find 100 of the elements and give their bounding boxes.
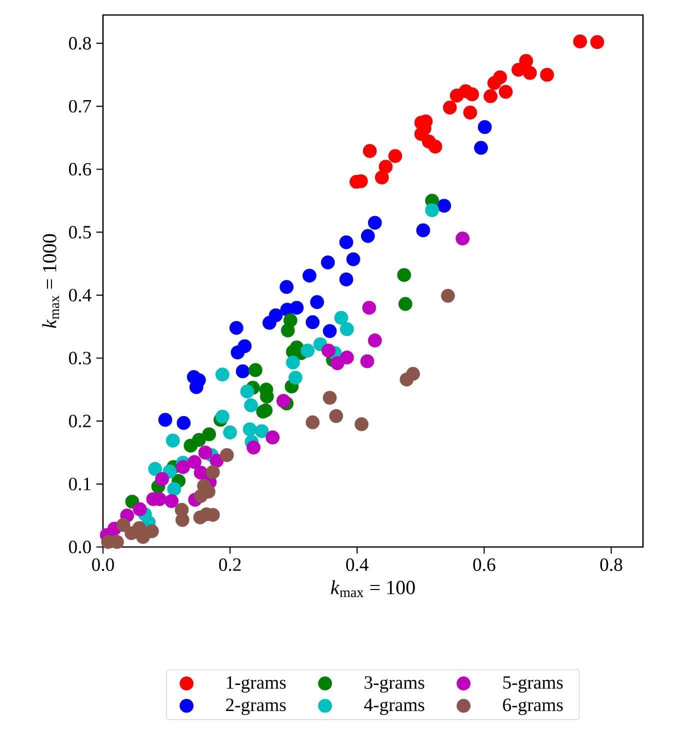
point [155,472,170,486]
point [478,120,492,134]
point [339,272,354,286]
point [362,144,377,158]
point [148,462,162,476]
point [184,438,198,453]
point [320,255,335,270]
point [300,344,314,358]
point [144,524,159,538]
point [487,76,502,90]
x-tick-label: 0.8 [600,558,622,572]
point [310,295,324,310]
point [368,334,382,348]
point [463,106,478,120]
x-tick-label: 0.0 [92,558,114,572]
point [220,448,234,462]
point [248,363,262,378]
legend-label: 2-grams [226,698,286,716]
point [206,465,220,480]
point [329,409,344,423]
point [288,370,302,385]
point [246,440,260,454]
point [416,223,430,238]
x-axis-title: k$_{max}$ = 100 [330,580,415,598]
point [215,368,230,382]
y-tick-label: 0.8 [69,36,91,50]
legend-label: 6-grams [503,698,563,716]
legend-label: 5-grams [503,676,563,693]
point [164,494,179,508]
point [362,300,376,315]
x-tick-label: 0.4 [346,558,368,572]
point [590,35,604,50]
point [215,410,230,424]
point [442,100,457,114]
point [322,344,336,358]
point [400,372,414,386]
point [540,68,554,82]
point [194,466,208,480]
point [368,216,382,230]
point [176,460,190,474]
point [176,416,191,430]
legend-label: 1-grams [226,676,286,693]
point [276,394,290,408]
point [230,346,245,360]
point [456,232,470,246]
point [322,390,337,405]
point [194,489,208,503]
point [262,316,276,330]
point [286,356,300,370]
point [425,203,440,218]
point [229,320,244,335]
point [302,268,316,283]
point [484,89,498,104]
point [346,252,360,266]
point [398,297,412,311]
point [498,84,513,99]
point [306,415,320,430]
point [573,34,588,48]
y-tick-label: 0.0 [69,540,91,554]
point [223,425,237,440]
point [158,412,172,427]
point [166,434,180,448]
point [236,364,250,378]
point [388,149,402,163]
y-tick-label: 0.4 [69,288,92,302]
point [519,54,534,68]
point [522,66,537,80]
point [360,354,374,368]
point [116,518,130,532]
legend-label: 3-grams [364,676,424,693]
point [378,160,393,174]
point [330,356,344,370]
y-tick-label: 0.2 [69,414,91,428]
point [175,512,190,527]
point [474,140,488,155]
point [132,502,147,516]
point [354,417,368,432]
point [244,398,258,412]
point [188,455,202,469]
point [202,427,216,442]
y-tick-label: 0.5 [69,226,91,239]
point [441,288,455,303]
legend-label: 4-grams [364,698,424,716]
point [437,198,452,213]
y-axis-title: k$_{max}$ = 1000 [42,234,60,328]
y-tick-label: 0.3 [69,352,91,364]
y-tick-label: 0.1 [69,478,91,490]
x-tick-label: 0.2 [219,558,241,572]
point [167,482,182,496]
point [512,62,526,77]
point [198,446,212,460]
point [266,430,280,444]
y-tick-label: 0.7 [69,100,92,113]
point [428,140,442,154]
x-tick-label: 0.6 [473,558,496,572]
point [374,170,389,184]
point [465,87,480,102]
point [397,268,412,282]
point [240,384,254,398]
point [242,422,257,436]
